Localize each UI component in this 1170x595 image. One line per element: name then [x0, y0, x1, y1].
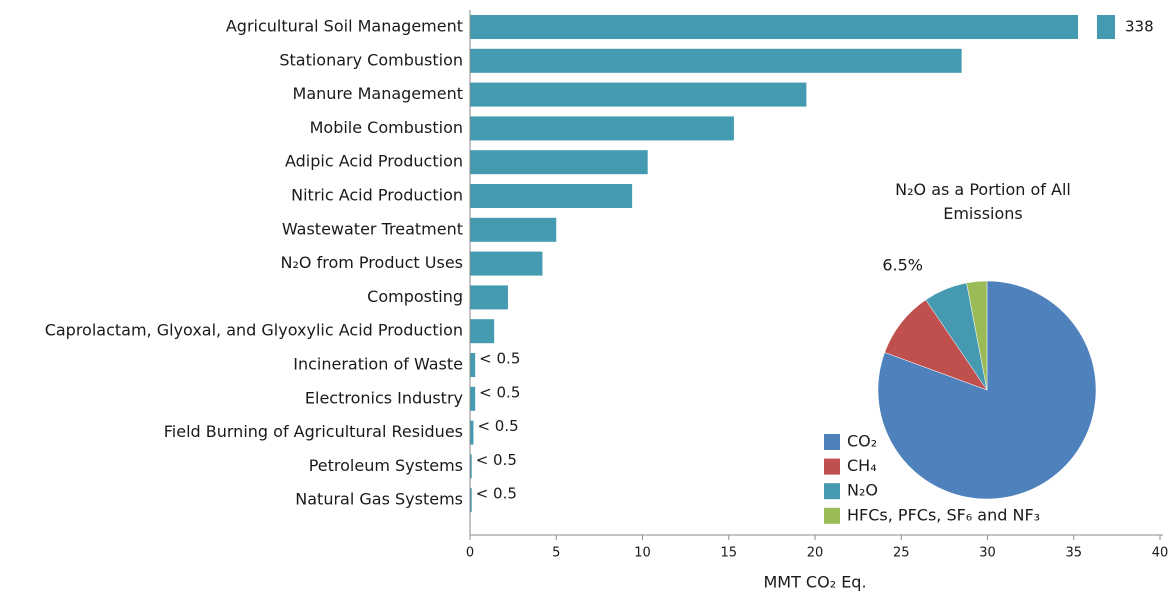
bar-break-stub — [1097, 15, 1115, 39]
category-label: Stationary Combustion — [279, 50, 463, 69]
bar — [470, 15, 1078, 39]
category-label: N₂O from Product Uses — [281, 253, 463, 272]
category-label: Manure Management — [293, 84, 463, 103]
x-tick-label: 20 — [807, 546, 824, 561]
x-tick-label: 15 — [720, 546, 737, 561]
category-label: Natural Gas Systems — [295, 490, 463, 509]
category-label: Agricultural Soil Management — [226, 17, 463, 36]
legend-swatch — [824, 434, 840, 450]
value-label: < 0.5 — [479, 350, 520, 368]
category-label: Petroleum Systems — [309, 456, 463, 475]
slice-label: 6.5% — [882, 256, 923, 275]
category-label: Field Burning of Agricultural Residues — [164, 422, 463, 441]
category-label: Adipic Acid Production — [285, 152, 463, 171]
legend-label: CO₂ — [847, 432, 877, 451]
bar — [470, 184, 633, 208]
pie-slice — [966, 280, 988, 391]
legend-label: CH₄ — [847, 456, 877, 475]
category-label: Caprolactam, Glyoxal, and Glyoxylic Acid… — [45, 321, 463, 340]
bar — [470, 116, 734, 141]
bar — [470, 251, 543, 276]
x-tick-label: 0 — [466, 546, 474, 561]
value-label: < 0.5 — [479, 383, 520, 401]
category-label: Nitric Acid Production — [291, 186, 463, 205]
category-label: Mobile Combustion — [310, 118, 463, 137]
legend-swatch — [824, 483, 840, 500]
bar — [470, 217, 557, 242]
value-label: < 0.5 — [476, 451, 517, 469]
pie-title: N₂O as a Portion of All Emissions — [895, 180, 1071, 223]
bar — [470, 48, 962, 73]
value-label: < 0.5 — [476, 485, 517, 503]
value-label: < 0.5 — [477, 417, 518, 435]
x-tick-label: 5 — [552, 546, 560, 561]
category-label: Wastewater Treatment — [282, 219, 463, 238]
x-tick-label: 30 — [979, 546, 996, 561]
x-tick-label: 40 — [1152, 546, 1169, 561]
x-tick-label: 25 — [893, 546, 910, 561]
category-label: Incineration of Waste — [293, 355, 463, 374]
bar — [470, 488, 472, 513]
bar — [470, 82, 807, 107]
category-label: Electronics Industry — [305, 388, 463, 407]
bar — [470, 285, 508, 310]
bar — [470, 150, 648, 175]
legend-swatch — [824, 458, 840, 475]
bar — [470, 386, 476, 411]
bar — [470, 353, 476, 377]
x-tick-label: 35 — [1065, 546, 1082, 561]
legend-swatch — [824, 507, 840, 524]
legend-label: N₂O — [847, 481, 878, 500]
bar — [470, 319, 495, 344]
bar — [470, 454, 472, 479]
x-axis-title: MMT CO₂ Eq. — [763, 573, 866, 592]
x-tick-label: 10 — [634, 546, 651, 561]
bar — [470, 420, 474, 445]
category-label: Composting — [367, 287, 463, 306]
legend-label: HFCs, PFCs, SF₆ and NF₃ — [847, 505, 1040, 524]
value-label: 338 — [1125, 18, 1154, 36]
